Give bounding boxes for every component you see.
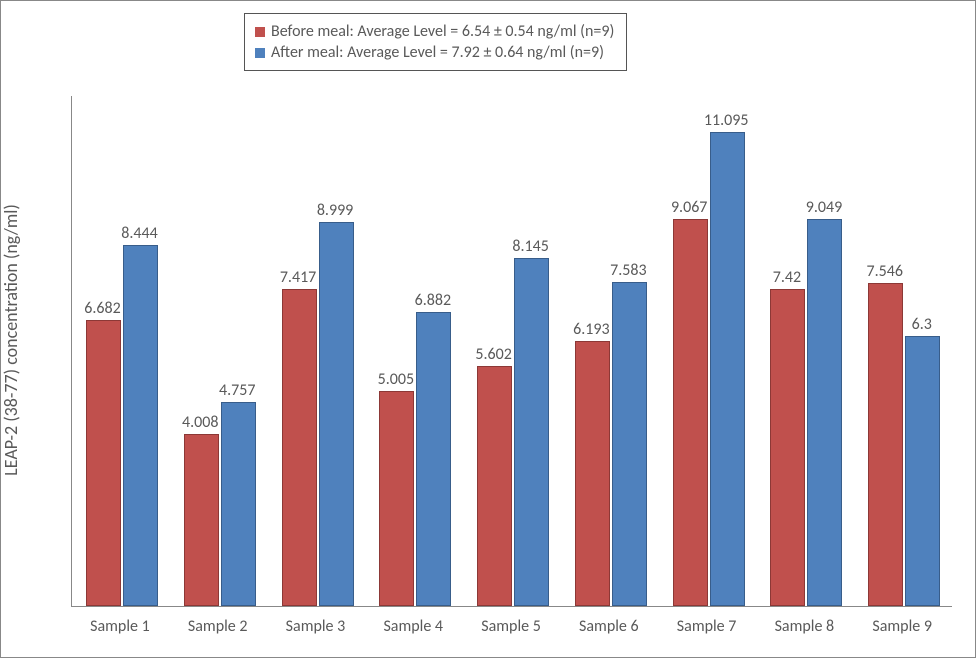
x-category-label: Sample 4 [364,611,462,636]
legend-label-after: After meal: Average Level = 7.92 ± 0.64 … [271,43,604,62]
bar-value-label: 6.882 [398,291,468,310]
bar-after [416,312,451,606]
bar-value-label: 8.999 [300,201,370,220]
bar-group: 9.06711.095 [659,96,757,606]
bar-value-label: 7.583 [593,261,663,280]
bar-after [123,245,158,606]
legend-item-before: Before meal: Average Level = 6.54 ± 0.54… [255,22,614,41]
bar-before [477,366,512,606]
bar-after [807,219,842,606]
legend-label-before: Before meal: Average Level = 6.54 ± 0.54… [271,22,614,41]
y-axis-label: LEAP-2 (38-77) concentration (ng/ml) [0,204,22,476]
bar-after [905,336,940,606]
bar-value-label: 9.049 [789,198,859,217]
x-category-label: Sample 1 [71,611,169,636]
bar-value-label: 7.546 [850,262,920,281]
legend-swatch-before [255,27,265,37]
bar-after [514,258,549,606]
bar-before [770,289,805,606]
bar-after [612,282,647,606]
bar-after [710,132,745,606]
bar-before [673,219,708,606]
x-category-label: Sample 5 [462,611,560,636]
bar-group: 5.0056.882 [365,96,463,606]
bar-group: 5.6028.145 [463,96,561,606]
bar-before [575,341,610,606]
legend-box: Before meal: Average Level = 6.54 ± 0.54… [244,13,627,71]
bar-group: 6.1937.583 [561,96,659,606]
bar-value-label: 8.444 [105,224,175,243]
bar-before [86,320,121,606]
bar-after [221,402,256,606]
x-category-label: Sample 7 [658,611,756,636]
bar-value-label: 11.095 [691,111,761,130]
x-category-label: Sample 2 [169,611,267,636]
bar-group: 7.4178.999 [268,96,366,606]
x-category-label: Sample 8 [755,611,853,636]
x-category-label: Sample 9 [853,611,951,636]
bar-after [319,222,354,606]
plot-area: 6.6828.4444.0084.7577.4178.9995.0056.882… [71,96,952,607]
chart-container: Before meal: Average Level = 6.54 ± 0.54… [0,0,976,658]
legend-swatch-after [255,48,265,58]
bar-before [282,289,317,606]
bar-group: 6.6828.444 [72,96,170,606]
bar-value-label: 8.145 [496,237,566,256]
bars-wrap: 6.6828.4444.0084.7577.4178.9995.0056.882… [72,96,952,606]
bar-group: 7.5466.3 [854,96,952,606]
bar-before [379,391,414,606]
x-category-label: Sample 6 [560,611,658,636]
legend-item-after: After meal: Average Level = 7.92 ± 0.64 … [255,43,614,62]
bar-before [184,434,219,606]
x-category-label: Sample 3 [267,611,365,636]
bar-group: 4.0084.757 [170,96,268,606]
x-axis: Sample 1Sample 2Sample 3Sample 4Sample 5… [71,611,951,636]
bar-value-label: 4.757 [202,381,272,400]
bar-group: 7.429.049 [756,96,854,606]
bar-value-label: 6.3 [887,315,957,334]
